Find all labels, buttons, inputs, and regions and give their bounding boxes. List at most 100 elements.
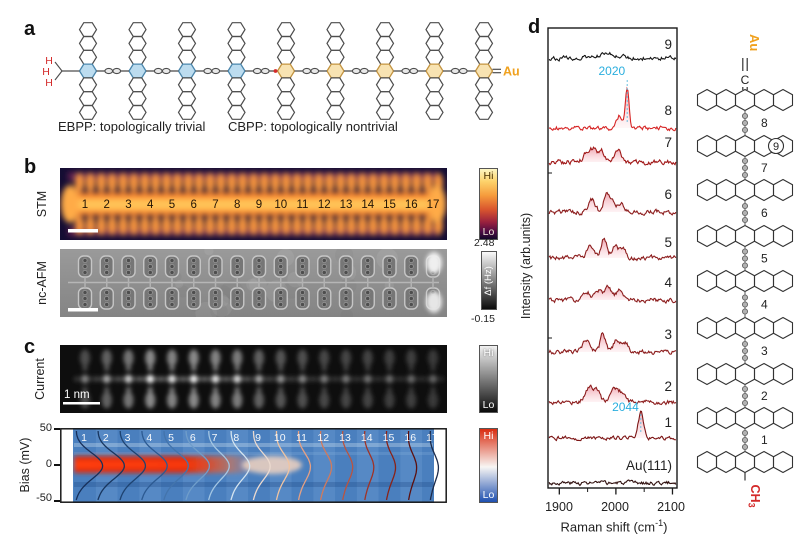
afm-unit bbox=[164, 255, 180, 310]
raman-trace-label: 9 bbox=[664, 37, 672, 52]
alkyne-linker bbox=[344, 67, 377, 75]
stm-unit-number: 9 bbox=[256, 199, 262, 211]
stm-unit-number: 3 bbox=[125, 199, 131, 211]
bias-curve bbox=[230, 430, 251, 501]
benzene-ring bbox=[425, 91, 444, 107]
h-atom-label: H bbox=[45, 55, 53, 67]
raman-trace-label: Au(111) bbox=[626, 458, 672, 473]
benzene-ring bbox=[227, 49, 246, 65]
current-image: 1 nm bbox=[60, 345, 447, 413]
benzene-ring bbox=[734, 134, 756, 158]
benzene-ring bbox=[375, 35, 395, 51]
benzene-ring bbox=[753, 316, 775, 340]
benzene-ring bbox=[474, 63, 494, 79]
benzene-ring bbox=[78, 35, 98, 51]
benzene-ring bbox=[696, 178, 718, 202]
benzene-ring bbox=[474, 104, 494, 120]
pentacene-unit bbox=[696, 450, 794, 474]
benzene-ring bbox=[772, 224, 794, 248]
benzene-ring bbox=[276, 49, 296, 65]
bias-curve bbox=[97, 430, 125, 501]
ncafm-colorbar-unit: Δf (Hz) bbox=[483, 266, 494, 296]
benzene-ring bbox=[78, 77, 98, 93]
raman-trace bbox=[548, 237, 677, 262]
benzene-ring bbox=[734, 224, 756, 248]
benzene-ring bbox=[734, 178, 756, 202]
stm-unit-number: 12 bbox=[318, 199, 331, 211]
alkyne-linker bbox=[741, 384, 749, 408]
stm-unit-number: 5 bbox=[169, 199, 175, 211]
current-colorbar-hi: Hi bbox=[483, 347, 494, 359]
bias-unit-number: 9 bbox=[255, 432, 261, 444]
bias-curve bbox=[297, 430, 312, 501]
benzene-ring bbox=[128, 91, 147, 107]
cbpp-unit bbox=[425, 22, 444, 120]
stm-unit-number: 13 bbox=[340, 199, 353, 211]
alkyne-linker bbox=[741, 110, 749, 136]
linker-number-label: 2 bbox=[761, 389, 768, 403]
afm-unit bbox=[382, 255, 397, 310]
stm-unit-number: 2 bbox=[104, 199, 110, 211]
ncafm-colorbar-max: 2.48 bbox=[474, 237, 495, 249]
bias-unit-number: 8 bbox=[233, 432, 239, 444]
h-atom-label: H bbox=[42, 66, 50, 78]
stm-colorbar-hi: Hi bbox=[483, 170, 494, 182]
pentacene-unit bbox=[696, 362, 794, 386]
stm-unit-number: 8 bbox=[234, 199, 240, 211]
benzene-ring bbox=[715, 224, 737, 248]
afm-unit bbox=[77, 255, 93, 310]
ncafm-scalebar bbox=[68, 308, 98, 312]
benzene-ring bbox=[276, 22, 296, 38]
alkyne-linker bbox=[741, 428, 749, 452]
linker-number-label: 4 bbox=[761, 298, 768, 312]
bias-curve bbox=[119, 430, 147, 501]
benzene-ring bbox=[715, 88, 737, 112]
raman-trace bbox=[548, 146, 677, 166]
current-scalebar bbox=[63, 402, 100, 405]
benzene-ring bbox=[772, 269, 794, 293]
benzene-ring bbox=[696, 88, 718, 112]
raman-ylabel: Intensity (arb.units) bbox=[519, 212, 533, 320]
bias-curve bbox=[407, 430, 418, 501]
stm-unit-number: 15 bbox=[383, 199, 396, 211]
raman-trace-fill bbox=[549, 285, 676, 304]
raman-trace-fill bbox=[549, 88, 676, 131]
benzene-ring bbox=[375, 49, 395, 65]
stm-unit-number: 10 bbox=[274, 199, 287, 211]
stm-unit-number: 14 bbox=[361, 199, 374, 211]
pentacene-unit bbox=[696, 269, 794, 293]
bias-tick-mark bbox=[54, 464, 60, 466]
alkyne-linker bbox=[294, 67, 327, 75]
bias-unit-number: 14 bbox=[361, 432, 373, 444]
benzene-ring bbox=[772, 362, 794, 386]
benzene-ring bbox=[375, 22, 395, 38]
current-axis-label: Current bbox=[33, 358, 47, 400]
cbpp-caption: CBPP: topologically nontrivial bbox=[228, 119, 398, 134]
stm-unit-number: 1 bbox=[82, 199, 88, 211]
bias-unit-number: 12 bbox=[317, 432, 329, 444]
pentacene-unit bbox=[696, 406, 794, 430]
bias-ytick-50: 50 bbox=[39, 422, 52, 434]
benzene-ring bbox=[753, 269, 775, 293]
benzene-ring bbox=[375, 63, 395, 79]
benzene-ring bbox=[474, 35, 494, 51]
benzene-ring bbox=[78, 104, 98, 120]
raman-trace-label: 5 bbox=[664, 235, 672, 250]
alkyne-linker bbox=[195, 67, 228, 75]
benzene-ring bbox=[326, 22, 345, 38]
bias-colorbar-lo: Lo bbox=[482, 489, 495, 501]
stm-image: 1 2 3 4 5 6 7 8 9 10 11 12 13 14 15 16 17 bbox=[60, 168, 447, 240]
bias-curve bbox=[319, 430, 333, 501]
ch3-label: CH3 bbox=[747, 485, 763, 508]
raman-trace-fill bbox=[549, 332, 676, 355]
molecule-structure-a: HHH Au bbox=[42, 22, 520, 120]
benzene-ring bbox=[78, 22, 98, 38]
raman-trace-label: 1 bbox=[664, 415, 672, 430]
bias-unit-number: 10 bbox=[274, 432, 286, 444]
pentacene-unit bbox=[696, 88, 794, 112]
raman-trace-label: 2 bbox=[664, 379, 672, 394]
au-top-label: Au bbox=[747, 34, 762, 51]
panel-c-label: c bbox=[24, 336, 36, 358]
bias-curve bbox=[341, 430, 354, 501]
alkyne-linker bbox=[245, 67, 278, 75]
